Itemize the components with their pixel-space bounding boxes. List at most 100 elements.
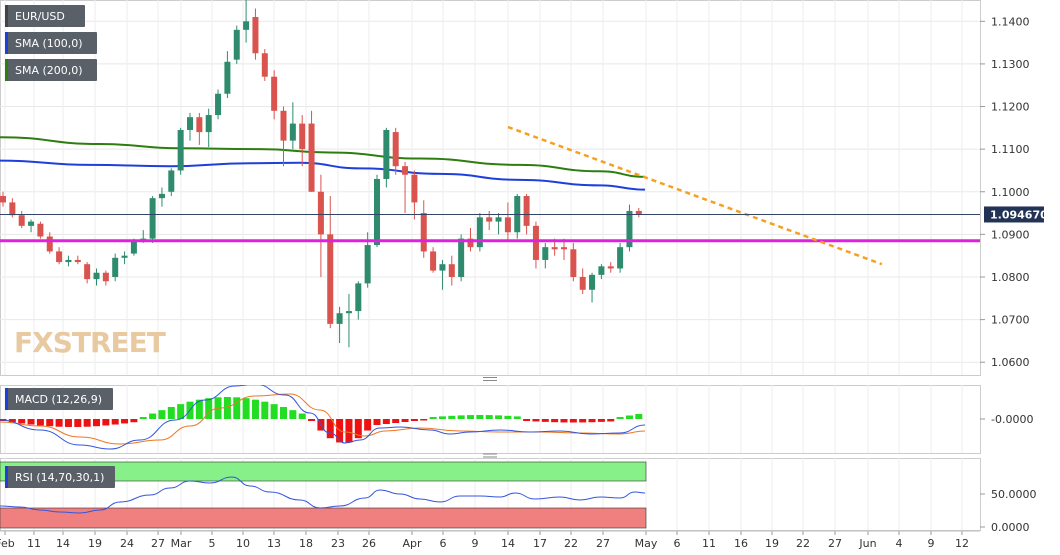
macd-histogram-bar bbox=[560, 419, 568, 423]
svg-text:EUR/USD: EUR/USD bbox=[15, 10, 65, 23]
macd-histogram-bar bbox=[438, 416, 446, 419]
macd-histogram-bar bbox=[429, 417, 437, 419]
candle-body bbox=[327, 234, 334, 324]
macd-histogram-bar bbox=[177, 404, 185, 419]
candle-body bbox=[177, 129, 184, 171]
candle-body bbox=[392, 132, 399, 167]
axes: 1.1400 1.1300 1.1200 1.1100 1.1000 1.0900 1.08… bbox=[0, 15, 1048, 550]
macd-histogram-bar bbox=[280, 407, 287, 419]
candle-body bbox=[93, 272, 100, 280]
macd-histogram-bar bbox=[308, 419, 316, 421]
macd-histogram-bar bbox=[373, 419, 381, 425]
candle-body bbox=[598, 266, 605, 275]
candle-body bbox=[495, 217, 502, 222]
macd-histogram-bar bbox=[495, 415, 503, 419]
resize-handle-macd[interactable] bbox=[482, 376, 498, 382]
time-tick-label: 27 bbox=[596, 537, 610, 550]
time-tick-label: Jun bbox=[858, 537, 876, 550]
time-tick-label: 11 bbox=[27, 537, 41, 550]
candle-body bbox=[448, 264, 455, 277]
macd-histogram-bar bbox=[242, 398, 250, 419]
macd-histogram-bar bbox=[36, 419, 44, 426]
macd-axis-label: -0.0000 bbox=[991, 413, 1033, 426]
candle-body bbox=[635, 210, 642, 215]
svg-text:SMA (200,0): SMA (200,0) bbox=[15, 64, 83, 77]
candle-body bbox=[121, 255, 128, 258]
candle-body bbox=[271, 76, 278, 111]
candle-body bbox=[168, 170, 175, 192]
macd-histogram-bar bbox=[205, 398, 213, 419]
time-tick-label: 16 bbox=[734, 537, 748, 550]
candle-body bbox=[532, 225, 539, 260]
macd-line bbox=[0, 385, 646, 450]
candle-body bbox=[504, 217, 511, 233]
time-tick-label: 9 bbox=[928, 537, 935, 550]
candle-body bbox=[589, 274, 596, 290]
macd-histogram-bar bbox=[251, 399, 259, 419]
macd-histogram-bar bbox=[513, 416, 521, 419]
candle-body bbox=[486, 217, 493, 222]
candle-body bbox=[561, 247, 567, 250]
legend-macd[interactable]: MACD (12,26,9) bbox=[5, 388, 113, 410]
legend-rsi[interactable]: RSI (14,70,30,1) bbox=[5, 466, 115, 488]
macd-histogram-bar bbox=[102, 419, 110, 426]
legend-eurusd[interactable]: EUR/USD bbox=[5, 5, 85, 27]
candle-body bbox=[215, 93, 222, 116]
candle-body bbox=[74, 259, 81, 263]
candle-body bbox=[607, 266, 614, 269]
time-tick-label: 17 bbox=[533, 537, 547, 550]
macd-histogram-bar bbox=[55, 419, 63, 427]
macd-histogram-bar bbox=[588, 419, 596, 423]
macd-panel bbox=[0, 385, 981, 454]
rsi-oversold-zone bbox=[0, 507, 647, 529]
macd-histogram-bar bbox=[579, 419, 587, 423]
candle-body bbox=[523, 196, 530, 226]
time-tick-label: 12 bbox=[955, 537, 969, 550]
time-tick-label: 9 bbox=[472, 537, 479, 550]
macd-histogram-bar bbox=[607, 419, 615, 422]
candle-body bbox=[420, 213, 427, 252]
macd-histogram-bar bbox=[83, 419, 91, 427]
price-tick-label: 1.0600 bbox=[991, 356, 1030, 369]
macd-histogram-bar bbox=[551, 419, 559, 423]
time-tick-label: 22 bbox=[796, 537, 810, 550]
candle-body bbox=[439, 264, 446, 271]
candle-body bbox=[65, 259, 72, 263]
macd-histogram-bar bbox=[289, 410, 297, 419]
macd-histogram-bar bbox=[616, 417, 624, 419]
time-tick-label: 19 bbox=[88, 537, 102, 550]
candle-body bbox=[280, 110, 287, 141]
last-price-label: 1.094670 bbox=[990, 208, 1048, 221]
macd-histogram-bar bbox=[121, 419, 129, 424]
macd-histogram-bar bbox=[354, 419, 362, 439]
watermark: FXSTREET bbox=[14, 326, 166, 359]
candle-body bbox=[261, 53, 268, 77]
rsi-layer bbox=[0, 476, 646, 514]
time-tick-label: 14 bbox=[56, 537, 70, 550]
macd-histogram-bar bbox=[139, 417, 147, 419]
legend-sma100[interactable]: SMA (100,0) bbox=[5, 32, 97, 54]
time-tick-label: Feb bbox=[0, 537, 15, 550]
macd-histogram-bar bbox=[223, 397, 231, 419]
macd-histogram-bar bbox=[457, 415, 465, 419]
time-tick-label: 23 bbox=[331, 537, 345, 550]
candle-body bbox=[196, 117, 203, 133]
candle-body bbox=[355, 283, 362, 312]
candle-body bbox=[205, 115, 212, 133]
time-tick-label: 10 bbox=[236, 537, 250, 550]
rsi-axis-label: 0.0000 bbox=[991, 521, 1030, 534]
resize-handle-rsi[interactable] bbox=[482, 453, 498, 459]
main-panel bbox=[0, 0, 981, 376]
macd-histogram-bar bbox=[420, 419, 428, 421]
macd-histogram-bar bbox=[597, 419, 605, 422]
svg-text:SMA (100,0): SMA (100,0) bbox=[15, 37, 83, 50]
sma200-line bbox=[0, 136, 646, 178]
legend-sma200[interactable]: SMA (200,0) bbox=[5, 59, 97, 81]
macd-histogram-bar bbox=[448, 415, 456, 419]
candle-body bbox=[233, 29, 240, 60]
candle-body bbox=[158, 193, 165, 199]
price-tick-label: 1.0700 bbox=[991, 314, 1030, 327]
candle-body bbox=[476, 217, 483, 248]
candle-body bbox=[617, 247, 624, 269]
time-tick-label: 19 bbox=[765, 537, 779, 550]
